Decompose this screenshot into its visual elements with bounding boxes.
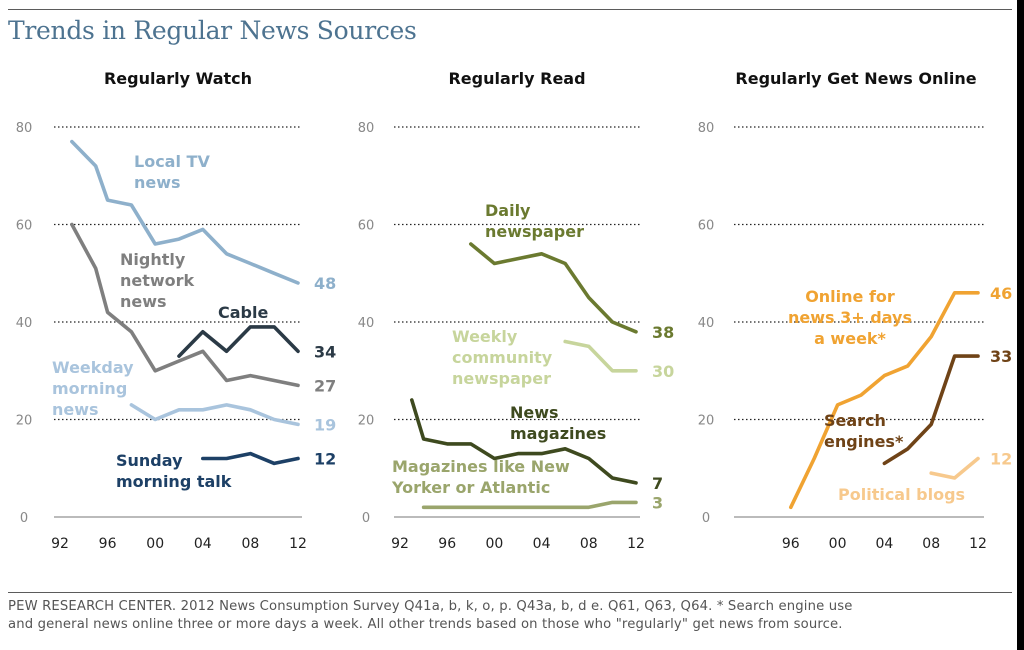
top-rule [8,9,1012,10]
end-value-label: 3 [652,493,663,512]
series-line-news-magazines [409,398,638,485]
panel-title: Regularly Read [448,69,585,88]
end-value-label: 12 [314,450,336,469]
x-tick-label: 08 [922,536,940,552]
x-tick-label: 96 [99,536,117,552]
end-value-label: 7 [652,474,663,493]
series-line-weekly-community-newspaper [563,339,638,373]
end-value-label: 27 [314,376,336,395]
x-tick-label: 92 [391,536,409,552]
series-line-online-for-news-3-days-a-week [788,290,980,510]
series-label: News [510,403,559,422]
series-line-political-blogs [929,456,980,480]
series-label: community [452,348,553,367]
series-line-search-engines [882,354,980,466]
y-tick-label: 20 [358,414,375,429]
series-label: news [52,400,99,419]
series-label: news [134,173,181,192]
series-label: morning talk [116,472,232,491]
x-tick-label: 12 [289,536,307,552]
x-tick-label: 04 [533,536,551,552]
series-label: Yorker or Atlantic [391,478,550,497]
y-tick-label: 60 [698,219,715,234]
series-label: Daily [485,201,531,220]
y-tick-label: 60 [16,219,33,234]
series-label: Political blogs [838,485,965,504]
series-label: Cable [218,303,268,322]
y-tick-label: 0 [20,511,28,526]
x-tick-label: 12 [627,536,645,552]
x-tick-label: 96 [782,536,800,552]
x-tick-label: 92 [51,536,69,552]
source-line-2: and general news online three or more da… [8,617,843,632]
y-tick-label: 80 [16,121,33,136]
source-note: PEW RESEARCH CENTER. 2012 News Consumpti… [8,598,1008,634]
series-label: morning [52,379,127,398]
x-tick-label: 08 [241,536,259,552]
y-tick-label: 60 [358,219,375,234]
end-value-label: 12 [990,450,1012,469]
series-label: news 3+ days [788,308,912,327]
series-line-nightly-network-news [70,222,300,388]
series-label: Sunday [116,451,183,470]
series-line-sunday-morning-talk [201,451,300,466]
series-label: newspaper [452,369,551,388]
end-value-label: 46 [990,284,1012,303]
figure-title: Trends in Regular News Sources [8,16,417,45]
series-line-local-tv-news [70,139,300,285]
y-tick-label: 40 [358,316,375,331]
x-tick-label: 04 [875,536,893,552]
x-tick-label: 00 [485,536,503,552]
y-tick-label: 20 [698,414,715,429]
series-label: Weekday [52,358,134,377]
series-line-magazines-like-new-yorker-or-atlantic [421,500,638,510]
series-label: newspaper [485,222,584,241]
end-value-label: 38 [652,323,674,342]
x-tick-label: 12 [969,536,987,552]
series-label: Search [824,411,886,430]
x-tick-label: 00 [146,536,164,552]
panel-title: Regularly Get News Online [735,69,976,88]
series-line-weekday-morning-news [129,403,300,427]
series-label: Online for [805,287,895,306]
series-label: Local TV [134,152,210,171]
series-label: Magazines like New [392,457,570,476]
series-line-daily-newspaper [468,242,638,334]
bottom-rule [8,592,1012,593]
series-label: Weekly [452,327,518,346]
series-label: news [120,292,167,311]
series-label: a week* [814,329,886,348]
y-tick-label: 80 [698,121,715,136]
series-label: Nightly [120,250,186,269]
end-value-label: 33 [990,347,1012,366]
y-tick-label: 0 [362,511,370,526]
x-tick-label: 08 [580,536,598,552]
y-tick-label: 40 [698,316,715,331]
y-tick-label: 40 [16,316,33,331]
x-tick-label: 04 [194,536,212,552]
source-line-1: PEW RESEARCH CENTER. 2012 News Consumpti… [8,599,853,614]
series-label: engines* [824,432,904,451]
y-tick-label: 20 [16,414,33,429]
x-tick-label: 00 [829,536,847,552]
series-label: magazines [510,424,606,443]
end-value-label: 34 [314,342,336,361]
y-tick-label: 80 [358,121,375,136]
series-line-cable [177,325,300,358]
x-tick-label: 96 [438,536,456,552]
end-value-label: 30 [652,362,674,381]
end-value-label: 19 [314,415,336,434]
end-value-label: 48 [314,274,336,293]
panel-title: Regularly Watch [104,69,252,88]
series-label: network [120,271,195,290]
y-tick-label: 0 [702,511,710,526]
